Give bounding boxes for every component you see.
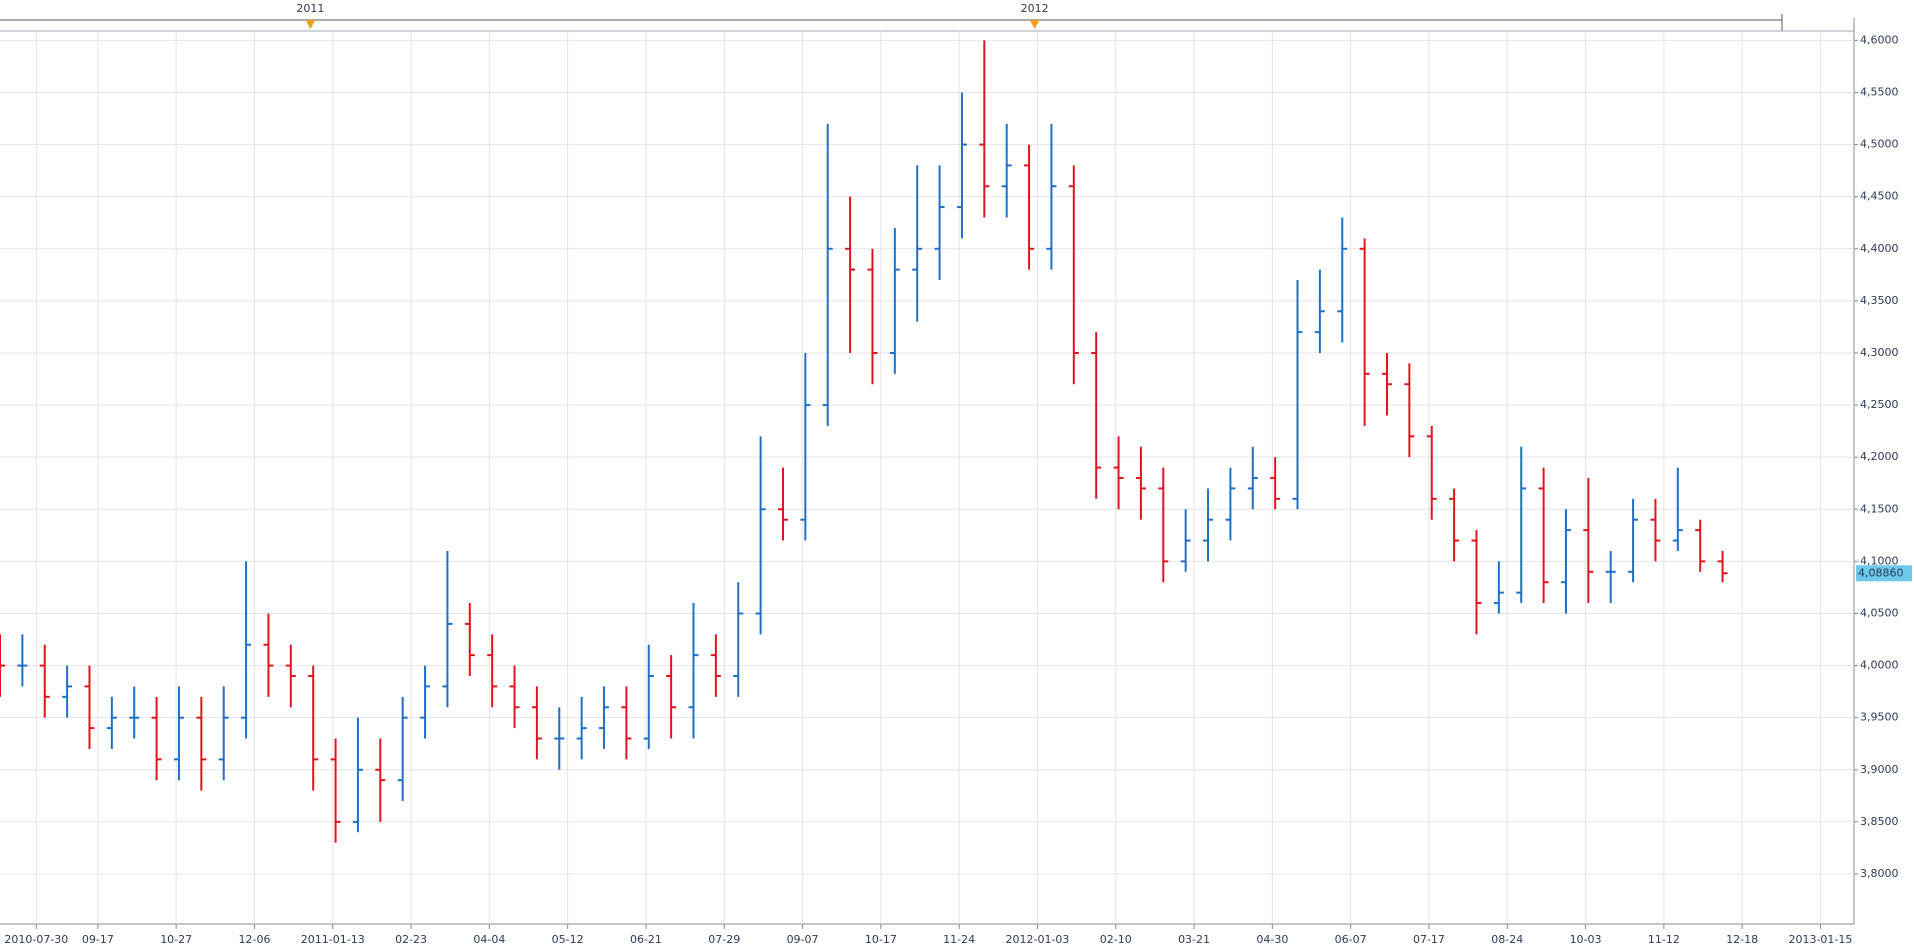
x-tick-label: 2013-01-15	[1788, 933, 1852, 946]
x-tick-label: 10-03	[1570, 933, 1602, 946]
x-tick-label: 09-17	[82, 933, 114, 946]
x-tick-label: 07-17	[1413, 933, 1445, 946]
x-tick-label: 02-23	[395, 933, 427, 946]
year-marker	[305, 20, 316, 29]
x-tick-label: 07-29	[708, 933, 740, 946]
y-tick-label: 3,9500	[1860, 711, 1899, 724]
x-tick-label: 10-27	[160, 933, 192, 946]
y-tick-label: 4,4500	[1860, 190, 1899, 203]
y-tick-label: 4,1500	[1860, 502, 1899, 515]
last-price-label: 4,08860	[1858, 566, 1904, 579]
x-tick-label: 2011-01-13	[301, 933, 365, 946]
y-tick-label: 4,4000	[1860, 242, 1899, 255]
x-tick-label: 12-06	[238, 933, 270, 946]
x-tick-label: 11-24	[943, 933, 975, 946]
year-marker	[1029, 20, 1040, 29]
x-tick-label: 06-07	[1335, 933, 1367, 946]
y-tick-label: 4,5500	[1860, 85, 1899, 98]
x-tick-label: 09-07	[787, 933, 819, 946]
y-tick-label: 3,9000	[1860, 763, 1899, 776]
x-tick-label: 11-12	[1648, 933, 1680, 946]
x-tick-label: 05-12	[552, 933, 584, 946]
y-tick-label: 3,8000	[1860, 867, 1899, 880]
x-tick-label: 2010-07-30	[4, 933, 68, 946]
y-tick-label: 4,2500	[1860, 398, 1899, 411]
x-tick-label: 06-21	[630, 933, 662, 946]
y-tick-label: 3,8500	[1860, 815, 1899, 828]
y-tick-label: 4,2000	[1860, 450, 1899, 463]
y-tick-label: 4,3000	[1860, 346, 1899, 359]
last-price-box	[1856, 565, 1912, 582]
y-tick-label: 4,0500	[1860, 606, 1899, 619]
x-tick-label: 04-04	[473, 933, 505, 946]
y-tick-label: 4,1000	[1860, 554, 1899, 567]
x-tick-label: 03-21	[1178, 933, 1210, 946]
x-tick-label: 04-30	[1256, 933, 1288, 946]
y-tick-label: 4,6000	[1860, 33, 1899, 46]
x-tick-label: 12-18	[1726, 933, 1758, 946]
x-tick-label: 10-17	[865, 933, 897, 946]
year-label: 2011	[296, 2, 324, 15]
x-tick-label: 02-10	[1100, 933, 1132, 946]
y-tick-label: 4,3500	[1860, 294, 1899, 307]
y-tick-label: 4,0000	[1860, 659, 1899, 672]
x-tick-label: 08-24	[1491, 933, 1523, 946]
y-tick-label: 4,5000	[1860, 138, 1899, 151]
year-label: 2012	[1021, 2, 1049, 15]
x-tick-label: 2012-01-03	[1005, 933, 1069, 946]
